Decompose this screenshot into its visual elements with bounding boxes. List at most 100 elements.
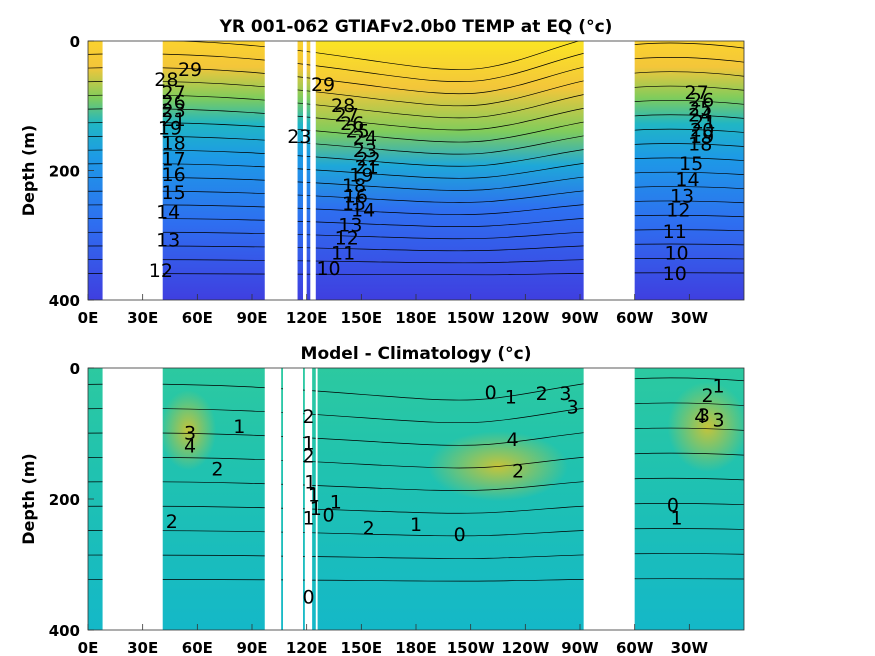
top-heatmap-axes: 2928272623211918171615141312232928272625… [19, 17, 745, 327]
top-field: 2928272623211918171615141312232928272625… [88, 41, 744, 300]
top-contour-label: 29 [311, 74, 335, 96]
top-contour-label: 10 [316, 258, 340, 280]
top-x-tick-label: 120E [286, 309, 328, 327]
bottom-land-gap [304, 368, 313, 630]
top-x-tick-label: 60E [182, 309, 213, 327]
top-contour-label: 26 [690, 90, 714, 112]
top-contour-label: 19 [690, 126, 714, 148]
bottom-x-tick-label: 120E [286, 639, 328, 656]
top-x-tick-label: 90E [236, 309, 267, 327]
top-x-tick-label: 30E [127, 309, 158, 327]
top-x-tick-label: 180E [395, 309, 437, 327]
bottom-contour-label: 1 [233, 416, 245, 438]
top-contour-label: 21 [162, 109, 186, 131]
bottom-x-tick-label: 120W [501, 639, 549, 656]
bottom-y-tick-label: 200 [49, 491, 80, 509]
top-contour-label: 23 [287, 126, 311, 148]
bottom-contour-label: 4 [694, 406, 706, 428]
bottom-contour-label: 0 [667, 495, 679, 517]
top-contour-label: 22 [357, 148, 381, 170]
bottom-contour-label: 1 [505, 386, 517, 408]
top-contour-label: 27 [685, 82, 709, 104]
bottom-contour-label: 1 [410, 514, 422, 536]
bottom-contour-label: 1 [671, 508, 683, 530]
bottom-contour-label: 2 [302, 445, 314, 467]
top-x-tick-label: 0E [78, 309, 99, 327]
top-x-tick-label: 150W [447, 309, 495, 327]
top-contour-label: 19 [158, 117, 182, 139]
top-y-tick-label: 0 [70, 33, 80, 51]
top-land-gap [102, 41, 163, 300]
bottom-contour-label: 2 [702, 385, 714, 407]
top-contour-label: 17 [162, 148, 186, 170]
bottom-contour-label: 2 [211, 459, 223, 481]
top-contour-label: 10 [663, 263, 687, 285]
bottom-contour-label: 1 [712, 375, 724, 397]
top-contour-label: 26 [162, 92, 186, 114]
top-contour-line [88, 41, 581, 70]
top-contour-label: 27 [162, 82, 186, 104]
top-land-gap [264, 41, 298, 300]
bottom-contour-label: 4 [184, 436, 196, 458]
top-contour-label: 12 [335, 227, 359, 249]
top-contour-label: 19 [349, 165, 373, 187]
bottom-x-tick-label: 180E [395, 639, 437, 656]
bottom-contour-label: 3 [559, 383, 571, 405]
bottom-x-tick-label: 150E [341, 639, 383, 656]
bottom-land-gap [282, 368, 304, 630]
top-contour-label: 16 [162, 164, 186, 186]
bottom-x-tick-label: 150W [447, 639, 495, 656]
bottom-contour-label: 1 [310, 498, 322, 520]
bottom-contour-label: 3 [567, 396, 579, 418]
top-y-axis-label: Depth (m) [19, 125, 38, 217]
top-x-tick-label: 90W [561, 309, 599, 327]
top-contour-label: 14 [351, 200, 375, 222]
top-contour-label: 13 [338, 215, 362, 237]
top-contour-label: 15 [342, 193, 366, 215]
bottom-contour-label: 0 [485, 382, 497, 404]
bottom-contour-label: 2 [166, 511, 178, 533]
bottom-contour-label: 0 [454, 524, 466, 546]
top-contour-label: 16 [344, 185, 368, 207]
top-contour-label: 14 [156, 202, 180, 224]
bottom-contour-label: 1 [330, 491, 342, 513]
bottom-contour-label: 3 [184, 423, 196, 445]
bottom-x-tick-label: 30E [127, 639, 158, 656]
bottom-land-gap [264, 368, 282, 630]
top-y-tick-label: 400 [49, 292, 80, 310]
top-contour-label: 26 [340, 113, 364, 135]
bottom-field-pacific [315, 368, 584, 630]
bottom-land-gap [583, 368, 635, 630]
top-contour-label: 12 [149, 260, 173, 282]
bottom-contour-label: 2 [302, 406, 314, 428]
bottom-y-axis-label: Depth (m) [19, 453, 38, 545]
bottom-contour-label: 1 [302, 508, 314, 530]
top-contour-label: 28 [154, 69, 178, 91]
top-land-gap [583, 41, 635, 300]
top-contour-label: 24 [353, 127, 377, 149]
top-chart-title: YR 001-062 GTIAFv2.0b0 TEMP at EQ (°c) [219, 17, 613, 37]
top-contour-label: 23 [162, 100, 186, 122]
top-contour-label: 11 [663, 221, 687, 243]
top-contour-label: 29 [178, 59, 202, 81]
top-contour-label: 13 [670, 185, 694, 207]
top-contour-label: 13 [156, 229, 180, 251]
bottom-contour-label: 3 [712, 409, 724, 431]
bottom-contour-label: 2 [363, 517, 375, 539]
top-x-tick-label: 60W [616, 309, 654, 327]
bottom-x-tick-label: 30W [671, 639, 709, 656]
top-contour-label: 15 [162, 182, 186, 204]
top-contour-label: 14 [675, 169, 699, 191]
top-contour-label: 24 [688, 104, 712, 126]
top-contour-label: 18 [688, 134, 712, 156]
top-x-tick-label: 150E [341, 309, 383, 327]
bottom-contour-label: 1 [304, 472, 316, 494]
top-contour-label: 11 [331, 242, 355, 264]
bottom-land-gap [102, 368, 163, 630]
bottom-contour-label: 4 [507, 429, 519, 451]
bottom-y-tick-label: 400 [49, 622, 80, 640]
bottom-contour-label: 1 [308, 485, 320, 507]
top-contour-label: 10 [664, 242, 688, 264]
